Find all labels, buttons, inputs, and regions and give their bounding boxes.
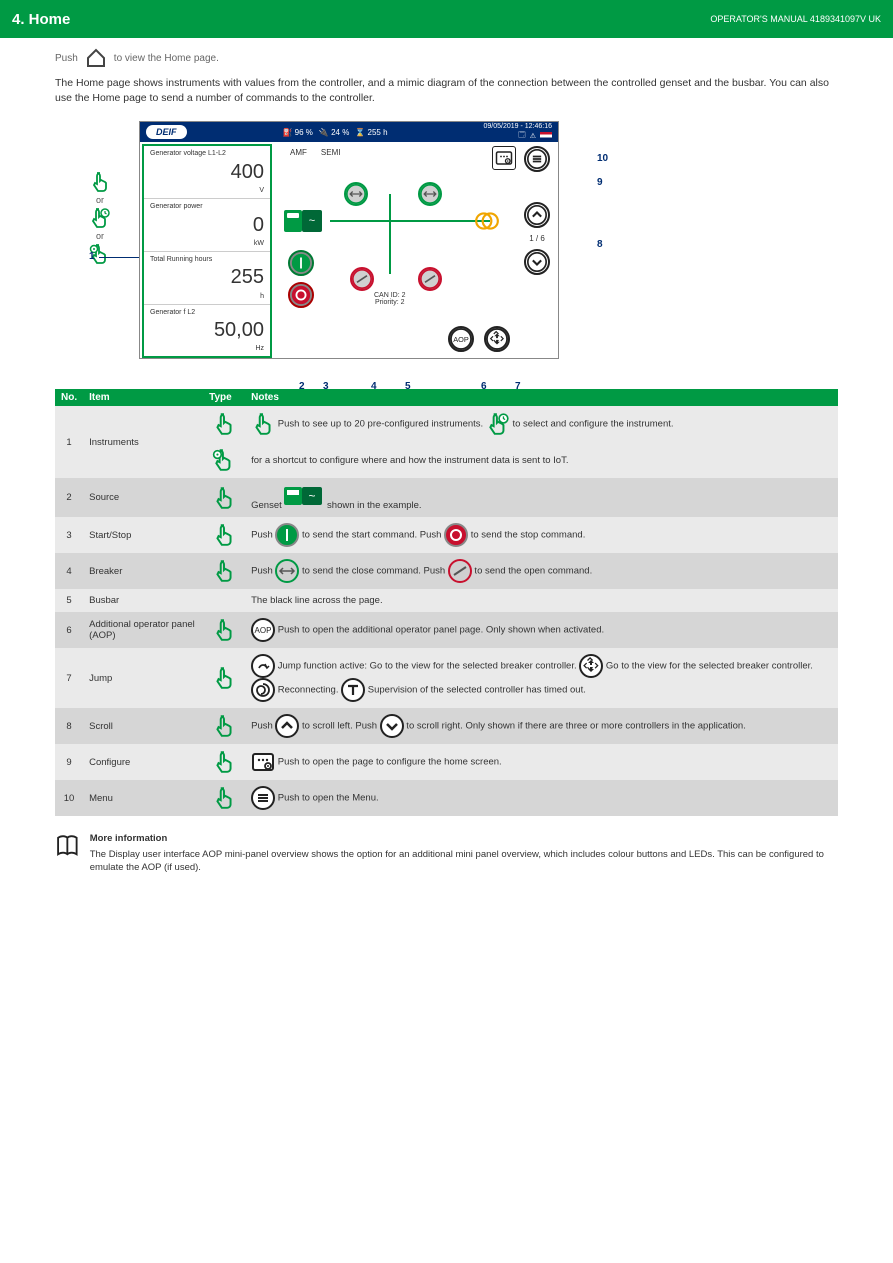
table-row: 6Additional operator panel (AOP) Push to… bbox=[55, 612, 838, 648]
home-instruction: Push to view the Home page. bbox=[55, 46, 838, 70]
breaker-close-button[interactable] bbox=[418, 182, 442, 206]
tap-hold-icon bbox=[89, 207, 111, 229]
scroll-down-button[interactable] bbox=[524, 249, 550, 275]
instr-row: Generator f L250,00Hz bbox=[144, 305, 270, 357]
instr-row: Generator voltage L1-L2400V bbox=[144, 146, 270, 199]
breaker-open-icon bbox=[448, 559, 472, 583]
aop-icon bbox=[251, 618, 275, 642]
hdr-datetime: 09/05/2019 - 12:46:16 bbox=[483, 123, 552, 130]
genset-icon[interactable]: ~ bbox=[284, 210, 324, 232]
scroll-up-button[interactable] bbox=[524, 202, 550, 228]
pager: 1 / 6 bbox=[529, 234, 545, 243]
breaker-close-button[interactable] bbox=[344, 182, 368, 206]
instr-row: Total Running hours255h bbox=[144, 252, 270, 305]
device-figure: or or DEIF ⛽ 96 % 🔌 24 % ⌛ 255 h 09/05/2… bbox=[89, 121, 559, 359]
instrument-panel[interactable]: Generator voltage L1-L2400V Generator po… bbox=[142, 144, 272, 358]
jump-active-icon bbox=[251, 654, 275, 678]
tap-hold-icon bbox=[486, 412, 510, 436]
breaker-close-icon bbox=[275, 559, 299, 583]
tap-icon bbox=[212, 486, 236, 510]
stop-icon bbox=[444, 523, 468, 547]
configure-icon bbox=[251, 750, 275, 774]
table-row: 9Configure Push to open the page to conf… bbox=[55, 744, 838, 780]
stop-button[interactable] bbox=[288, 282, 314, 308]
table-row: 7Jump Jump function active: Go to the vi… bbox=[55, 648, 838, 708]
table-row: 10Menu Push to open the Menu. bbox=[55, 780, 838, 816]
breaker-open-button[interactable] bbox=[418, 267, 442, 291]
scroll-down-icon bbox=[380, 714, 404, 738]
tap-icon bbox=[212, 714, 236, 738]
timeout-icon bbox=[341, 678, 365, 702]
table-row: 5Busbar The black line across the page. bbox=[55, 589, 838, 612]
tap-gear-icon bbox=[212, 448, 236, 472]
table-row: 1 Instruments Push to see up to 20 pre-c… bbox=[55, 406, 838, 442]
table-row: 4Breaker Push to send the close command.… bbox=[55, 553, 838, 589]
flag-icon bbox=[540, 132, 552, 140]
tap-icon bbox=[251, 412, 275, 436]
page-header: 4. Home OPERATOR'S MANUAL 4189341097V UK bbox=[0, 0, 893, 38]
mimic-area: AMFSEMI 1 / 6 bbox=[274, 142, 558, 360]
tap-icon bbox=[89, 171, 111, 193]
start-button[interactable] bbox=[288, 250, 314, 276]
jump-button[interactable] bbox=[484, 326, 510, 352]
intro-text: The Home page shows instruments with val… bbox=[55, 76, 838, 105]
hdr-hours: ⌛ 255 h bbox=[355, 128, 387, 137]
table-row: 2Source Genset shown in the example. bbox=[55, 478, 838, 517]
instr-row: Generator power0kW bbox=[144, 199, 270, 252]
banner-sub: OPERATOR'S MANUAL 4189341097V UK bbox=[710, 14, 881, 24]
banner-title: 4. Home bbox=[12, 11, 70, 28]
home-icon bbox=[84, 46, 108, 70]
legend-table: No. Item Type Notes 1 Instruments Push t… bbox=[55, 389, 838, 816]
tap-icon bbox=[212, 559, 236, 583]
tap-icon bbox=[212, 666, 236, 690]
device-header: DEIF ⛽ 96 % 🔌 24 % ⌛ 255 h 09/05/2019 - … bbox=[140, 122, 558, 142]
tap-icon bbox=[212, 750, 236, 774]
more-info-box: More information The Display user interf… bbox=[55, 832, 838, 874]
reconnect-icon bbox=[251, 678, 275, 702]
scroll-up-icon bbox=[275, 714, 299, 738]
tap-icon bbox=[212, 412, 236, 436]
transformer-icon bbox=[474, 208, 500, 237]
genset-icon bbox=[284, 484, 324, 508]
tap-icon bbox=[212, 618, 236, 642]
tap-icon bbox=[212, 786, 236, 810]
menu-icon bbox=[251, 786, 275, 810]
jump-icon bbox=[579, 654, 603, 678]
device-screen: DEIF ⛽ 96 % 🔌 24 % ⌛ 255 h 09/05/2019 - … bbox=[139, 121, 559, 359]
book-icon bbox=[55, 832, 80, 860]
hdr-load: 🔌 24 % bbox=[319, 128, 349, 137]
breaker-open-button[interactable] bbox=[350, 267, 374, 291]
aopp-button[interactable] bbox=[448, 326, 474, 352]
configure-button[interactable] bbox=[492, 146, 516, 170]
start-icon bbox=[275, 523, 299, 547]
hdr-fuel: ⛽ 96 % bbox=[282, 128, 312, 137]
table-row: 3Start/Stop Push to send the start comma… bbox=[55, 517, 838, 553]
deif-logo: DEIF bbox=[146, 125, 187, 139]
table-row: 8Scroll Push to scroll left. Push to scr… bbox=[55, 708, 838, 744]
tap-icon bbox=[212, 523, 236, 547]
menu-button[interactable] bbox=[524, 146, 550, 172]
